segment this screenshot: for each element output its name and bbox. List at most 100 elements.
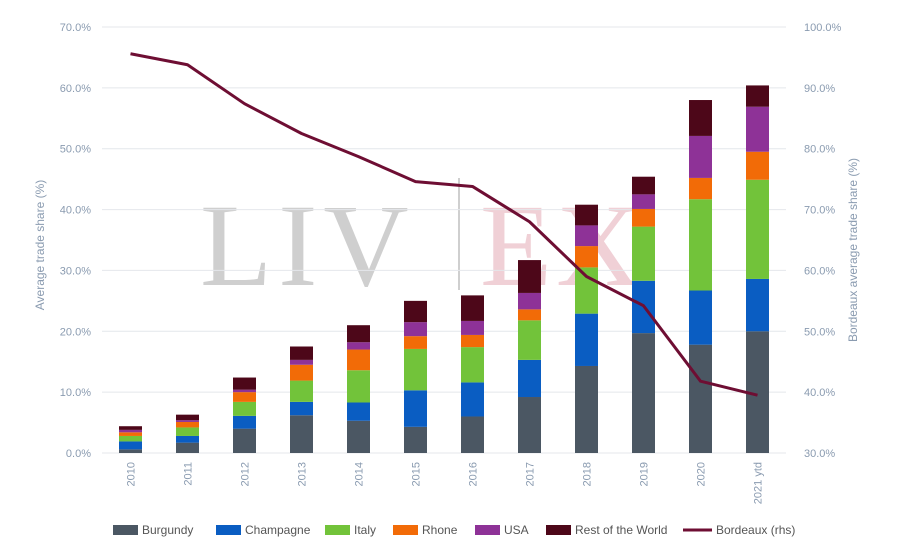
legend-label: USA (504, 523, 529, 537)
bar-segment (461, 320, 484, 335)
bar-segment (290, 401, 313, 416)
legend-item: Italy (325, 523, 376, 537)
bar-segment (518, 260, 541, 293)
right-tick-label: 30.0% (804, 448, 835, 460)
bar-segment (689, 199, 712, 291)
left-tick-label: 10.0% (60, 387, 91, 399)
bar-segment (119, 449, 142, 453)
x-tick-label: 2014 (354, 462, 366, 486)
left-axis-title: Average trade share (%) (33, 180, 47, 311)
bar-segment (176, 442, 199, 453)
bar-segment (404, 390, 427, 427)
legend-swatch (113, 525, 138, 535)
bar-segment (632, 208, 655, 227)
gridlines (102, 26, 786, 454)
bar-segment (689, 344, 712, 453)
x-tick-label: 2018 (582, 462, 594, 486)
bar-segment (575, 204, 598, 226)
x-tick-label: 2020 (696, 462, 708, 486)
watermark-ex-text: EX (480, 180, 645, 311)
legend-swatch (475, 525, 500, 535)
legend-item: Rhone (393, 523, 458, 537)
right-tick-label: 100.0% (804, 22, 842, 34)
left-tick-label: 70.0% (60, 22, 91, 34)
legend-item: Bordeaux (rhs) (683, 523, 795, 537)
bar-segment (119, 432, 142, 436)
legend-swatch (393, 525, 418, 535)
bar-segment (518, 397, 541, 453)
bar-segment (176, 435, 199, 443)
x-tick-label: 2016 (468, 462, 480, 486)
bar-segment (233, 428, 256, 453)
legend-label: Italy (354, 523, 376, 537)
bar-segment (290, 364, 313, 381)
bar-segment (119, 441, 142, 450)
bar-segment (746, 106, 769, 152)
left-tick-label: 50.0% (60, 144, 91, 156)
bar-segment (347, 402, 370, 421)
legend-label: Rest of the World (575, 523, 667, 537)
bar-segment (632, 333, 655, 453)
bar-segment (518, 320, 541, 360)
bar-segment (233, 401, 256, 416)
bar-segment (233, 389, 256, 393)
left-tick-label: 30.0% (60, 265, 91, 277)
bar-segment (119, 426, 142, 430)
bar-segment (233, 415, 256, 429)
bar-segment (746, 179, 769, 279)
x-tick-label: 2012 (240, 462, 252, 486)
bar-segment (347, 370, 370, 403)
bar-segment (461, 347, 484, 383)
left-tick-label: 40.0% (60, 205, 91, 217)
x-tick-label: 2015 (411, 462, 423, 486)
x-tick-label: 2021 ytd (753, 462, 765, 504)
legend-label: Champagne (245, 523, 311, 537)
legend-swatch (325, 525, 350, 535)
bar-segment (176, 427, 199, 436)
bar-segment (461, 382, 484, 417)
bar-segment (518, 309, 541, 321)
bar-segment (461, 295, 484, 321)
bar-segment (347, 342, 370, 350)
x-tick-label: 2010 (126, 462, 138, 486)
legend-label: Burgundy (142, 523, 193, 537)
bar-segment (632, 194, 655, 209)
bar-segment (119, 435, 142, 442)
bar-segment (290, 359, 313, 365)
bar-segment (461, 416, 484, 453)
bar-segment (290, 380, 313, 402)
legend-label: Rhone (422, 523, 458, 537)
right-tick-label: 50.0% (804, 326, 835, 338)
bar-segment (575, 225, 598, 247)
bordeaux-line-series (130, 52, 758, 397)
x-axis-ticks: 2010 2011 2012 2013 2014 2015 2016 2017 2018 2019… (126, 462, 765, 504)
bar-segment (689, 290, 712, 345)
bar-segment (689, 177, 712, 200)
bar-segment (290, 415, 313, 453)
bar-segment (347, 349, 370, 371)
bar-segment (518, 359, 541, 398)
bar-segment (404, 322, 427, 337)
bar-segment (575, 267, 598, 314)
x-tick-label: 2019 (639, 462, 651, 486)
legend-item: USA (475, 523, 529, 537)
bar-segment (575, 246, 598, 268)
x-tick-label: 2017 (525, 462, 537, 486)
bar-segment (746, 151, 769, 180)
bar-segment (461, 334, 484, 348)
bar-segment (290, 346, 313, 360)
right-tick-label: 40.0% (804, 387, 835, 399)
bar-segment (176, 414, 199, 421)
bar-segment (404, 336, 427, 349)
bar-segment (347, 420, 370, 453)
right-tick-label: 70.0% (804, 205, 835, 217)
legend: Burgundy Champagne Italy Rhone USA Rest of th… (113, 523, 795, 537)
bar-segment (518, 292, 541, 310)
x-tick-label: 2013 (297, 462, 309, 486)
bar-segment (404, 300, 427, 323)
right-tick-label: 90.0% (804, 83, 835, 95)
bar-segment (119, 429, 142, 433)
bar-segment (176, 421, 199, 428)
bar-segment (347, 325, 370, 343)
